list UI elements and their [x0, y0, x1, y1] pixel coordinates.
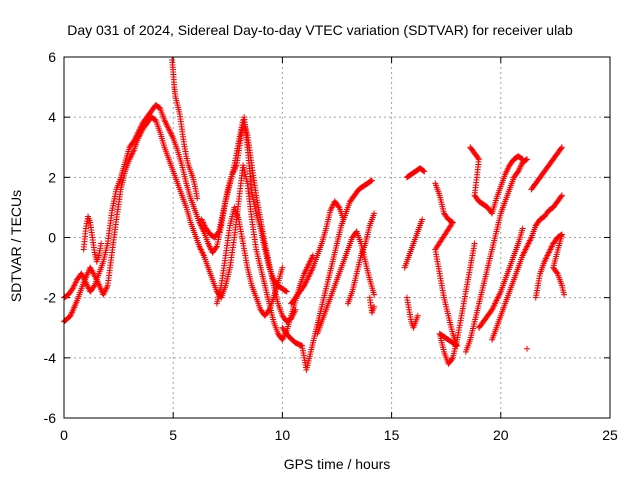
- data-point: [421, 168, 428, 175]
- data-point: [420, 167, 427, 174]
- y-tick-label: -6: [44, 410, 57, 426]
- x-tick-label: 20: [493, 427, 509, 443]
- y-tick-label: 6: [48, 49, 56, 65]
- series-arc-f: [213, 204, 286, 319]
- axis-ticks: 0 5 10 15 20 25 -6 -4 -2 0 2 4 6: [44, 49, 618, 443]
- series-arc-j: [344, 210, 378, 316]
- data-point: [524, 156, 531, 163]
- data-point: [279, 264, 286, 271]
- data-point: [90, 283, 97, 290]
- data-point: [471, 240, 478, 247]
- x-tick-label: 10: [275, 427, 291, 443]
- data-point: [265, 307, 272, 314]
- data-point: [524, 345, 531, 352]
- series-arc-p: [475, 225, 526, 331]
- series-arc-k: [403, 165, 428, 181]
- series-arc-c: [80, 213, 105, 265]
- data-point: [448, 356, 455, 363]
- y-axis-label: SDTVAR / TECUs: [8, 189, 24, 303]
- data-point: [523, 156, 530, 163]
- plot-border: [63, 56, 611, 419]
- data-point: [419, 216, 426, 223]
- x-tick-label: 5: [169, 427, 177, 443]
- data-point: [368, 177, 375, 184]
- data-point: [282, 288, 289, 295]
- data-point: [371, 210, 378, 217]
- series-arc-h: [288, 198, 347, 307]
- series-arc-a: [61, 114, 316, 343]
- data-point: [371, 291, 378, 298]
- series-arc-i: [314, 228, 378, 337]
- data-point: [519, 225, 526, 232]
- data-point: [340, 216, 347, 223]
- data-point: [335, 203, 342, 210]
- series-arc-o: [462, 156, 531, 355]
- chart-title: Day 031 of 2024, Sidereal Day-to-day VTE…: [67, 22, 573, 38]
- data-point: [292, 306, 299, 313]
- series-arc-r: [524, 144, 568, 352]
- data-point: [561, 291, 568, 298]
- data-point: [488, 209, 495, 216]
- y-tick-label: 2: [48, 169, 56, 185]
- x-tick-label: 25: [602, 427, 618, 443]
- series-arc-q: [489, 192, 565, 343]
- series-arc-b: [61, 102, 299, 325]
- data-points: [61, 57, 568, 373]
- y-tick-label: 4: [48, 109, 56, 125]
- data-point: [558, 193, 565, 200]
- series-arc-d: [169, 57, 201, 202]
- data-point: [475, 155, 482, 162]
- series-arc-e: [198, 114, 290, 295]
- series-arc-l: [401, 216, 426, 331]
- y-tick-label: -2: [44, 290, 57, 306]
- x-tick-label: 0: [60, 427, 68, 443]
- data-point: [98, 240, 105, 247]
- data-point: [558, 144, 565, 151]
- data-point: [194, 195, 201, 202]
- data-point: [414, 312, 421, 319]
- data-point: [213, 244, 220, 251]
- data-point: [283, 288, 290, 295]
- data-point: [215, 229, 222, 236]
- y-tick-label: 0: [48, 230, 56, 246]
- x-tick-label: 15: [384, 427, 400, 443]
- x-axis-label: GPS time / hours: [283, 456, 391, 472]
- data-point: [368, 177, 375, 184]
- data-point: [553, 269, 560, 276]
- series-arc-g: [279, 177, 375, 373]
- series-arc-n: [467, 144, 526, 217]
- data-point: [558, 192, 565, 199]
- series-arc-m: [432, 180, 478, 367]
- y-tick-label: -4: [44, 350, 57, 366]
- data-point: [558, 145, 565, 152]
- data-point: [371, 303, 378, 310]
- grid-lines: [64, 57, 610, 418]
